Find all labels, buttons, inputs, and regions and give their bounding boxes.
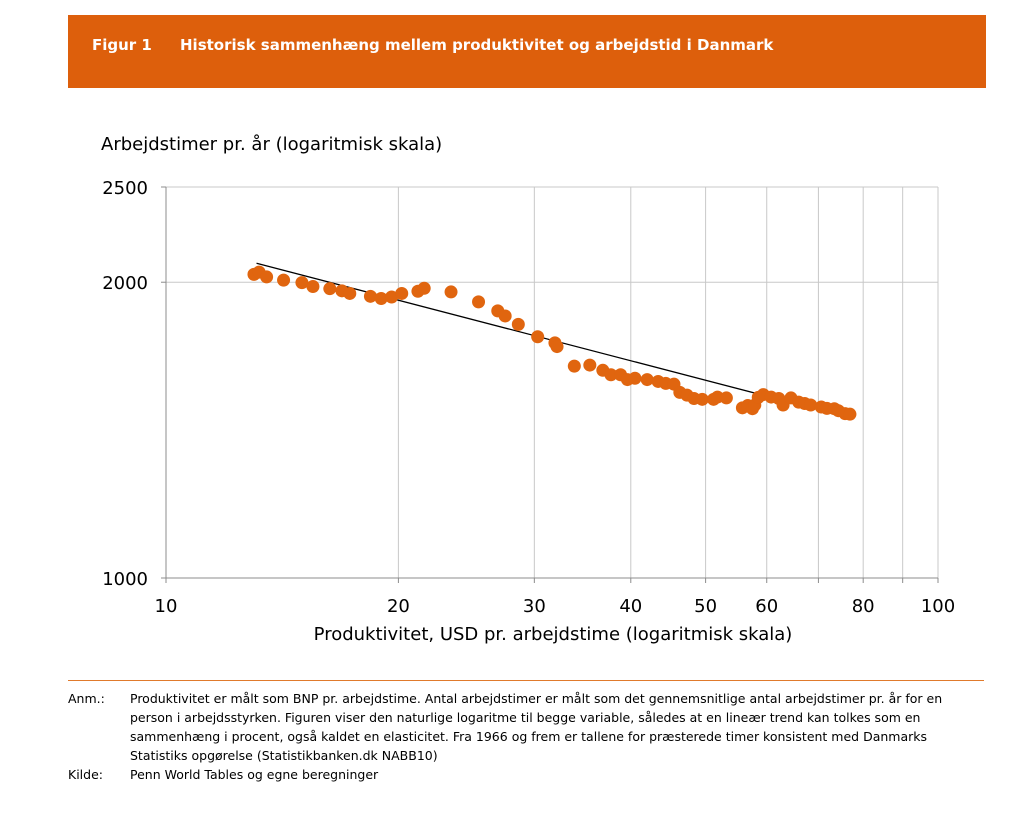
data-point [374,292,388,306]
note-row-anm: Anm.: Produktivitet er målt som BNP pr. … [68,689,988,765]
data-point [306,280,320,294]
note-row-kilde: Kilde: Penn World Tables og egne beregni… [68,765,988,784]
data-point [604,368,618,382]
data-point [395,286,409,300]
data-point [444,285,458,299]
x-tick-label: 40 [619,596,642,617]
grid-lines [166,186,939,578]
x-tick-label: 60 [755,596,778,617]
data-point [417,281,431,295]
note-key: Kilde: [68,767,103,782]
y-tick-label: 2000 [102,273,148,294]
note-text: Produktivitet er målt som BNP pr. arbejd… [130,691,943,763]
data-point [531,330,545,344]
data-point [260,270,274,284]
data-point [843,407,857,421]
data-point [583,358,597,372]
data-point [343,286,357,300]
data-point [295,276,309,290]
x-tick-label: 30 [523,596,546,617]
note-key: Anm.: [68,691,105,706]
banner-shape [68,15,986,88]
data-point [277,273,291,287]
data-point [804,398,818,412]
y-tick-label: 2500 [102,178,148,199]
figure-label: Figur 1 [92,36,152,54]
x-tick-label: 50 [694,596,717,617]
y-tick-label: 1000 [102,569,148,590]
scatter-chart: Arbejdstimer pr. år (logaritmisk skala) … [101,134,955,645]
x-axis-title: Produktivitet, USD pr. arbejdstime (loga… [314,624,793,645]
figure-banner: Figur 1 Historisk sammenhæng mellem prod… [68,15,986,88]
axes [161,186,939,583]
x-tick-label: 10 [155,596,178,617]
tick-labels: 10 20 30 40 50 60 80 100 1000 2000 2500 [102,178,955,617]
data-point [719,391,733,405]
data-point [628,371,642,385]
x-tick-label: 80 [852,596,875,617]
data-point [640,373,654,387]
data-point [472,295,486,309]
data-point [498,309,512,323]
data-point [550,340,564,354]
notes-divider [68,680,984,681]
data-point [363,289,377,303]
data-point [385,290,399,304]
note-text: Penn World Tables og egne beregninger [130,767,379,782]
x-tick-label: 20 [387,596,410,617]
data-point [323,282,337,296]
figure-notes: Anm.: Produktivitet er målt som BNP pr. … [68,689,988,784]
data-point [567,359,581,373]
y-axis-title: Arbejdstimer pr. år (logaritmisk skala) [101,134,442,155]
figure-title: Historisk sammenhæng mellem produktivite… [180,36,774,54]
data-points [247,265,857,421]
x-tick-label: 100 [921,596,955,617]
data-point [695,392,709,406]
data-point [511,317,525,331]
